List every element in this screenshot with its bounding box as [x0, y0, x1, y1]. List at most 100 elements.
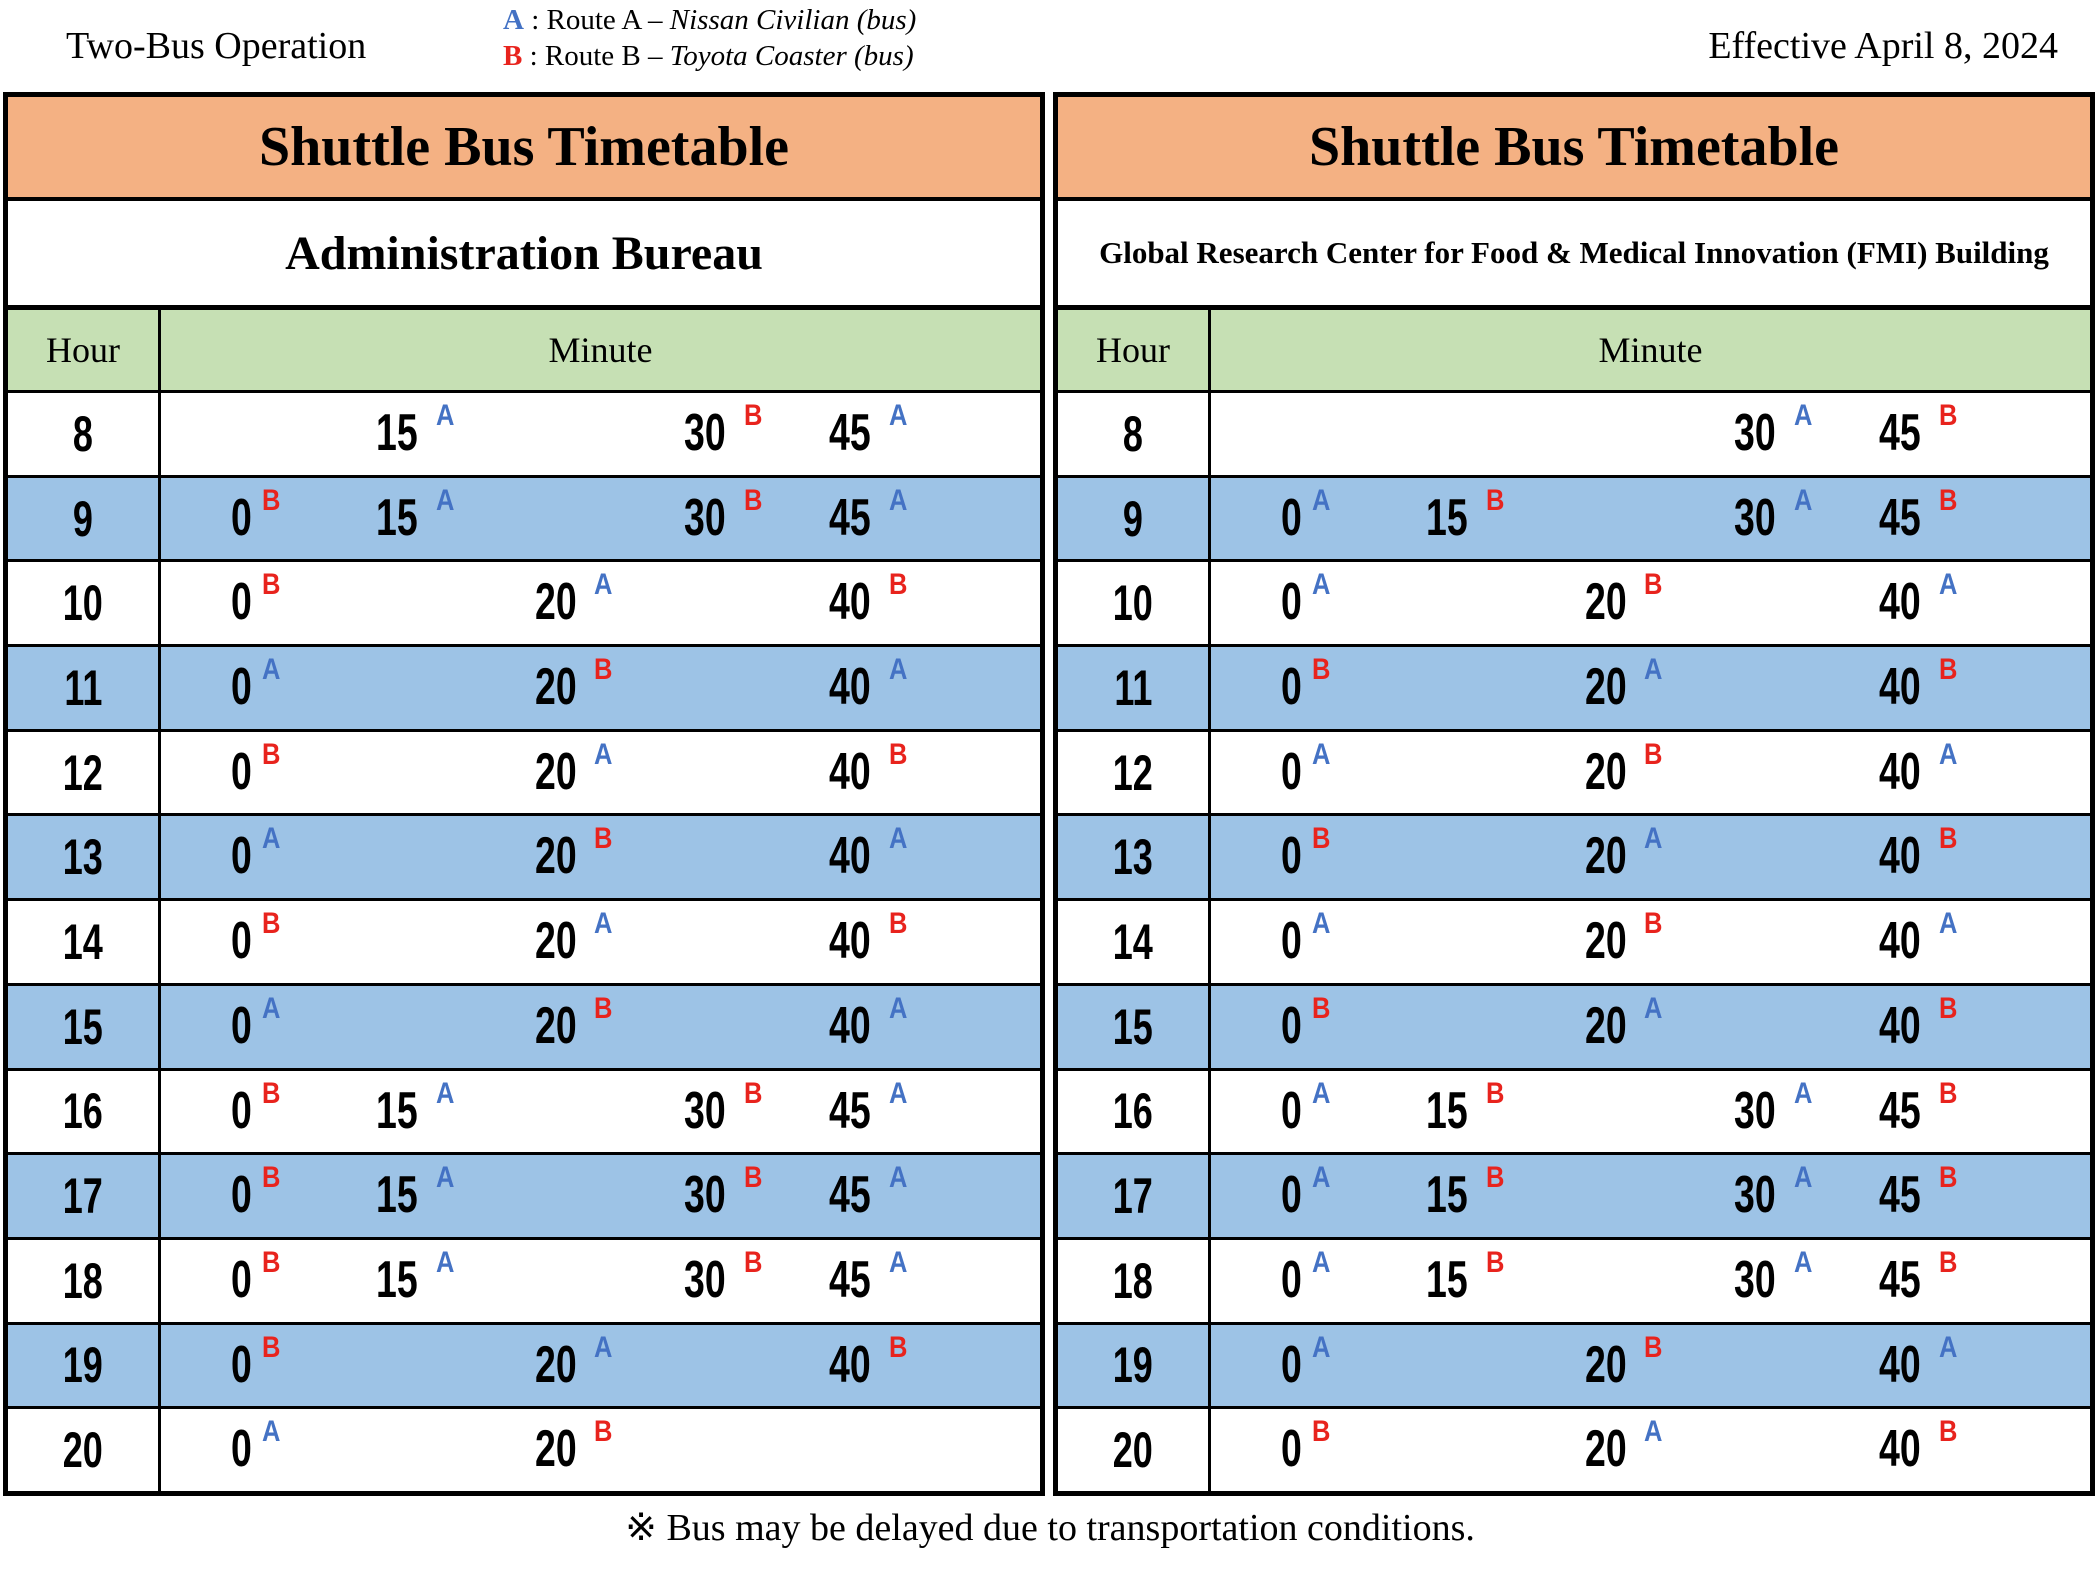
minute-cell: 0 B 15 A 30 B 45 A	[161, 478, 1040, 560]
minute-value: 0	[1281, 1081, 1303, 1140]
route-badge: B	[1644, 737, 1663, 771]
timetable-row: 8 15 A 30 B 45 A	[8, 393, 1040, 478]
minute-value: 30	[684, 1166, 726, 1225]
hour-value: 18	[1112, 1252, 1154, 1309]
timetable-row: 12 0 A 20 B 40 A	[1058, 731, 2090, 817]
timetable-row: 10 0 A 20 B 40 A	[1058, 562, 2090, 648]
minute-value: 20	[1584, 658, 1627, 717]
route-badge: A	[262, 653, 281, 687]
route-badge: B	[262, 568, 281, 602]
route-badge: B	[888, 737, 908, 771]
route-badge: B	[262, 483, 281, 517]
timetable-rows: 8 30 A 45 B 9 0 A 15 B 30 A 45 B 10 0 A 20 B 40 A 11 0 B 20 A 40 B 1…	[1058, 393, 2090, 1491]
departure-time: 20 A	[535, 739, 617, 807]
minute-value: 45	[1879, 1250, 1921, 1309]
hour-column-header: Hour	[1058, 310, 1211, 390]
minute-value: 40	[829, 742, 871, 801]
departure-time: 45 A	[829, 1247, 911, 1315]
hour-value: 20	[62, 1422, 104, 1479]
minute-cell: 30 A 45 B	[1211, 393, 2090, 475]
departure-time: 40 B	[829, 739, 911, 807]
hour-cell: 12	[8, 731, 161, 814]
minute-value: 40	[1879, 1335, 1921, 1394]
minute-value: 0	[1281, 1335, 1303, 1394]
hour-cell: 8	[8, 393, 161, 475]
route-badge: B	[594, 653, 613, 687]
minute-value: 15	[376, 404, 418, 462]
route-b-letter: B	[503, 40, 523, 72]
minute-cell: 0 B 20 A 40 B	[161, 732, 1040, 814]
departure-time: 15 A	[376, 1078, 458, 1146]
minute-value: 15	[376, 1081, 418, 1140]
minute-value: 40	[1879, 912, 1921, 971]
timetable-row: 9 0 A 15 B 30 A 45 B	[1058, 477, 2090, 563]
hour-cell: 8	[1058, 393, 1211, 475]
hour-value: 9	[72, 490, 94, 547]
timetable-row: 20 0 B 20 A 40 B	[1058, 1409, 2090, 1491]
minute-cell: 0 B 15 A 30 B 45 A	[161, 1155, 1040, 1237]
route-badge: B	[743, 1161, 763, 1195]
route-badge: A	[1793, 1161, 1813, 1195]
departure-time: 15 B	[1426, 1247, 1508, 1315]
minute-value: 0	[231, 912, 253, 971]
route-badge: A	[436, 1161, 455, 1195]
minute-value: 20	[534, 996, 577, 1055]
route-badge: A	[1644, 653, 1663, 687]
minute-cell: 0 B 20 A 40 B	[1211, 986, 2090, 1068]
delay-notice: ※ Bus may be delayed due to transportati…	[625, 1507, 1475, 1549]
route-badge: B	[262, 737, 281, 771]
departure-time: 45 B	[1879, 1247, 1961, 1315]
minute-value: 30	[684, 404, 726, 462]
hour-cell: 17	[8, 1155, 161, 1237]
minute-value: 20	[534, 912, 577, 971]
route-badge: A	[888, 483, 908, 517]
hour-cell: 18	[8, 1239, 161, 1322]
minute-value: 30	[1734, 488, 1776, 547]
departure-time: 20 A	[1585, 654, 1667, 722]
minute-cell: 0 B 20 A 40 B	[161, 901, 1040, 983]
hour-value: 14	[62, 913, 104, 970]
minute-value: 20	[1584, 996, 1627, 1055]
hour-cell: 12	[1058, 731, 1211, 814]
minute-value: 0	[231, 573, 253, 632]
minute-cell: 0 A 20 B 40 A	[161, 647, 1040, 729]
hour-value: 8	[1122, 405, 1144, 462]
hour-value: 15	[1112, 998, 1154, 1055]
minute-value: 40	[1879, 996, 1921, 1055]
minute-value: 0	[231, 742, 253, 801]
minute-cell: 0 B 15 A 30 B 45 A	[161, 1071, 1040, 1153]
hour-value: 16	[1112, 1083, 1154, 1140]
minute-cell: 0 B 15 A 30 B 45 A	[161, 1240, 1040, 1322]
timetable-row: 13 0 B 20 A 40 B	[1058, 816, 2090, 902]
route-badge: B	[262, 1330, 281, 1364]
departure-time: 20 B	[1585, 1332, 1667, 1400]
minute-value: 45	[1879, 404, 1921, 462]
minute-value: 0	[1281, 1166, 1303, 1225]
route-badge: B	[594, 991, 613, 1025]
minute-value: 0	[231, 1166, 253, 1225]
minute-value: 45	[829, 488, 871, 547]
route-badge: A	[1312, 1330, 1331, 1364]
hour-value: 17	[62, 1168, 104, 1225]
route-badge: A	[1644, 1415, 1663, 1449]
departure-time: 20 B	[535, 993, 617, 1061]
route-badge: B	[1644, 1330, 1663, 1364]
departure-time: 45 A	[829, 1078, 911, 1146]
minute-value: 20	[1584, 1335, 1627, 1394]
minute-value: 15	[376, 488, 418, 547]
route-badge: B	[262, 1161, 281, 1195]
minute-value: 20	[534, 1335, 577, 1394]
minute-value: 15	[1426, 1081, 1468, 1140]
minute-cell: 0 A 15 B 30 A 45 B	[1211, 1240, 2090, 1322]
departure-time: 40 A	[1879, 1332, 1961, 1400]
route-a-letter: A	[503, 4, 524, 36]
minute-value: 45	[829, 404, 871, 462]
minute-value: 45	[1879, 488, 1921, 547]
minute-value: 40	[1879, 742, 1921, 801]
route-badge: B	[743, 1076, 763, 1110]
hour-value: 16	[62, 1083, 104, 1140]
departure-time: 40 B	[829, 1332, 911, 1400]
